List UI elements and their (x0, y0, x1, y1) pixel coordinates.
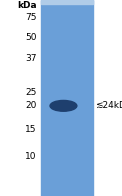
Text: 15: 15 (25, 125, 37, 134)
Bar (41, 0, 93, 4)
Bar (41, 0, 93, 196)
Ellipse shape (50, 101, 77, 111)
Text: 20: 20 (25, 101, 37, 110)
Text: 75: 75 (25, 13, 37, 22)
Text: 37: 37 (25, 54, 37, 63)
Text: kDa: kDa (17, 1, 37, 10)
Text: 10: 10 (25, 152, 37, 161)
Text: ≲24kDa: ≲24kDa (95, 101, 122, 110)
Text: 50: 50 (25, 33, 37, 42)
Text: 25: 25 (25, 88, 37, 97)
